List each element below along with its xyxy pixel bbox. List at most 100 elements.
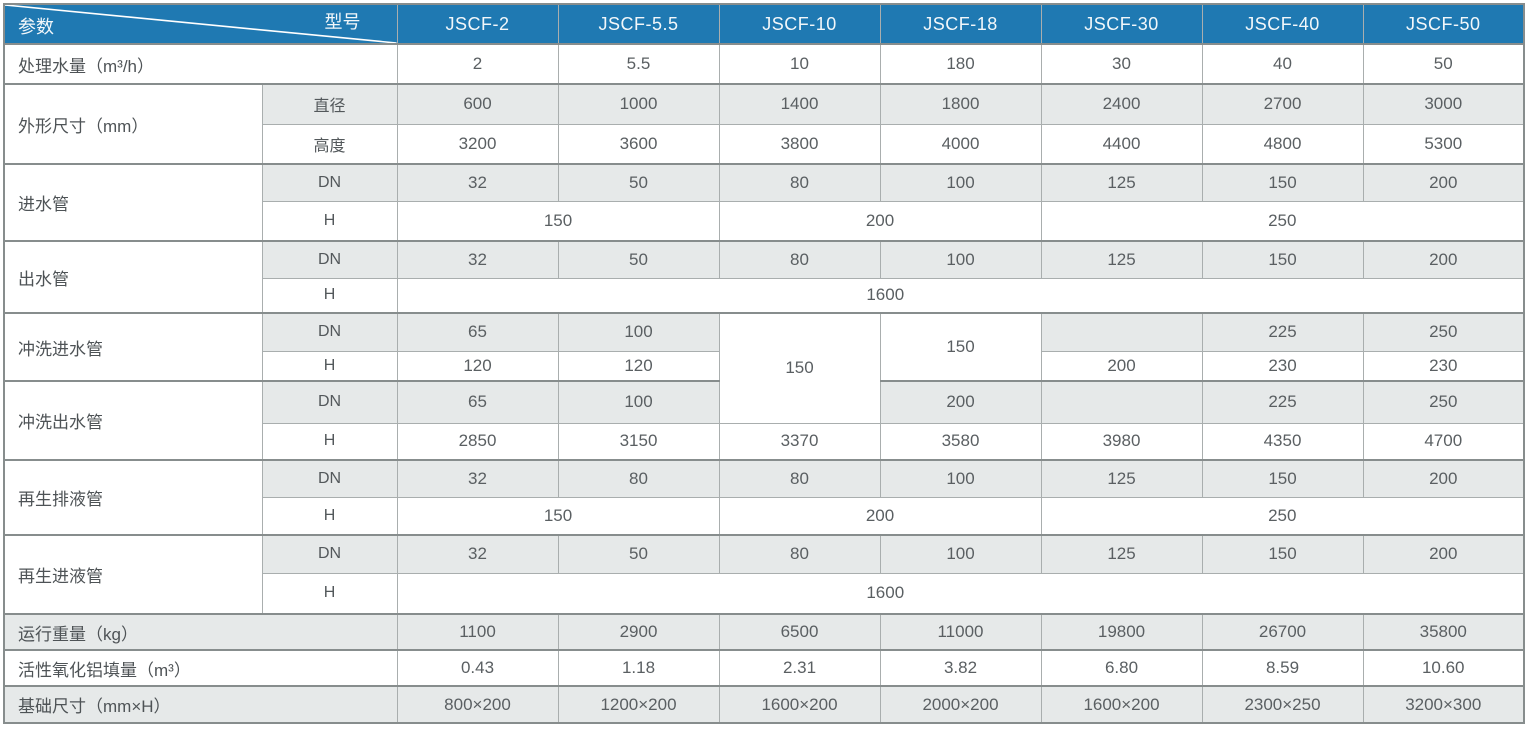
sub-label: H — [261, 350, 398, 382]
table-cell: 3580 — [879, 422, 1042, 461]
row-label: 处理水量（m³/h） — [3, 43, 398, 85]
row-label: 运行重量（kg） — [3, 613, 398, 651]
table-cell: 32 — [396, 459, 559, 498]
table-cell: 125 — [1040, 534, 1203, 574]
table-row: H 150 200 250 — [4, 496, 1525, 536]
table-cell: 35800 — [1362, 613, 1525, 651]
table-cell: 200 — [1362, 240, 1525, 279]
table-cell: 100 — [879, 240, 1042, 279]
table-row: 冲洗进水管 DN 65 100 150 150 225 250 — [3, 312, 1525, 424]
table-cell: 1600×200 — [718, 685, 881, 724]
sub-label: DN — [261, 534, 398, 574]
table-row: 外形尺寸（mm） 直径 600 1000 1400 1800 2400 2700… — [3, 83, 1525, 165]
table-row: H 1600 — [4, 572, 1525, 615]
table-cell: 50 — [557, 163, 720, 202]
row-label: 再生进液管 — [3, 534, 263, 615]
table-cell: 80 — [557, 459, 720, 498]
table-row: 再生排液管 DN 32 80 80 100 125 150 200 — [3, 459, 1525, 536]
table-cell: 4700 — [1362, 422, 1525, 461]
table-cell: 26700 — [1201, 613, 1364, 651]
table-cell: 200 — [879, 380, 1042, 424]
table-cell: 3370 — [718, 422, 881, 461]
table-cell: 1600×200 — [1040, 685, 1203, 724]
model-header: JSCF-30 — [1040, 3, 1203, 45]
table-cell: 800×200 — [396, 685, 559, 724]
table-cell: 4800 — [1201, 123, 1364, 165]
table-cell: 3.82 — [879, 649, 1042, 687]
table-cell: 2000×200 — [879, 685, 1042, 724]
table-cell-merged: 150 — [396, 200, 720, 242]
table-cell: 200 — [1362, 163, 1525, 202]
table-cell: 120 — [396, 350, 559, 382]
table-cell-merged: 250 — [1040, 496, 1525, 536]
table-cell: 3000 — [1362, 83, 1525, 125]
table-cell-merged: 200 — [718, 496, 1042, 536]
row-label: 基础尺寸（mm×H） — [3, 685, 398, 724]
table-cell: 200 — [1040, 350, 1203, 382]
table-cell: 100 — [879, 459, 1042, 498]
table-cell: 1000 — [557, 83, 720, 125]
table-cell: 100 — [879, 163, 1042, 202]
table-cell-empty — [1040, 312, 1203, 352]
table-cell: 2900 — [557, 613, 720, 651]
table-row: 基础尺寸（mm×H） 800×200 1200×200 1600×200 200… — [3, 685, 1525, 724]
sub-label: DN — [261, 459, 398, 498]
table-cell: 65 — [396, 312, 559, 352]
header-row: 参数 型号 JSCF-2 JSCF-5.5 JSCF-10 JSCF-18 JS… — [3, 3, 1525, 45]
model-header: JSCF-40 — [1201, 3, 1364, 45]
table-cell: 65 — [396, 380, 559, 424]
sub-label: H — [261, 422, 398, 461]
model-header: JSCF-18 — [879, 3, 1042, 45]
table-cell: 3200×300 — [1362, 685, 1525, 724]
table-cell: 40 — [1201, 43, 1364, 85]
table-cell: 250 — [1362, 380, 1525, 424]
table-row: 活性氧化铝填量（m³） 0.43 1.18 2.31 3.82 6.80 8.5… — [3, 649, 1525, 687]
table-cell: 2700 — [1201, 83, 1364, 125]
table-row: 冲洗出水管 DN 65 100 200 225 250 — [3, 380, 1525, 461]
table-cell: 50 — [1362, 43, 1525, 85]
table-row: 出水管 DN 32 50 80 100 125 150 200 — [3, 240, 1525, 314]
table-cell: 3800 — [718, 123, 881, 165]
table-cell: 230 — [1201, 350, 1364, 382]
table-cell: 80 — [718, 459, 881, 498]
table-cell: 200 — [1362, 459, 1525, 498]
table-row: H 2850 3150 3370 3580 3980 4350 4700 — [4, 422, 1525, 461]
table-cell: 19800 — [1040, 613, 1203, 651]
corner-param-label: 参数 — [18, 17, 54, 37]
table-cell: 1.18 — [557, 649, 720, 687]
table-cell: 100 — [557, 312, 720, 352]
table-cell-merged: 150 — [879, 312, 1042, 382]
table-cell: 225 — [1201, 380, 1364, 424]
sub-label: DN — [261, 312, 398, 352]
table-cell: 6.80 — [1040, 649, 1203, 687]
corner-cell: 参数 型号 — [3, 3, 398, 45]
table-cell: 125 — [1040, 459, 1203, 498]
table-cell: 4000 — [879, 123, 1042, 165]
table-row: 进水管 DN 32 50 80 100 125 150 200 — [3, 163, 1525, 242]
row-label: 外形尺寸（mm） — [3, 83, 263, 165]
table-cell: 1400 — [718, 83, 881, 125]
table-cell: 80 — [718, 240, 881, 279]
table-cell: 2850 — [396, 422, 559, 461]
table-cell: 3200 — [396, 123, 559, 165]
table-cell: 150 — [1201, 534, 1364, 574]
table-cell: 4350 — [1201, 422, 1364, 461]
table-cell: 125 — [1040, 240, 1203, 279]
row-label: 进水管 — [3, 163, 263, 242]
table-cell: 32 — [396, 163, 559, 202]
table-cell: 100 — [879, 534, 1042, 574]
table-cell: 120 — [557, 350, 720, 382]
sub-label: H — [261, 572, 398, 615]
model-header: JSCF-5.5 — [557, 3, 720, 45]
table-cell: 5300 — [1362, 123, 1525, 165]
table-cell: 10 — [718, 43, 881, 85]
table-cell: 1800 — [879, 83, 1042, 125]
table-cell: 150 — [1201, 163, 1364, 202]
row-label: 冲洗出水管 — [3, 380, 263, 461]
table-cell: 0.43 — [396, 649, 559, 687]
table-cell: 6500 — [718, 613, 881, 651]
table-cell: 3980 — [1040, 422, 1203, 461]
table-cell: 230 — [1362, 350, 1525, 382]
table-cell: 600 — [396, 83, 559, 125]
table-cell: 50 — [557, 240, 720, 279]
